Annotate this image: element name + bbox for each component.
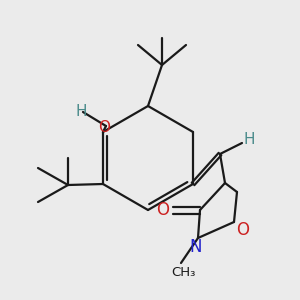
Text: O: O — [98, 119, 110, 134]
Text: N: N — [190, 238, 202, 256]
Text: CH₃: CH₃ — [171, 266, 195, 280]
Text: O: O — [157, 201, 169, 219]
Text: O: O — [236, 221, 250, 239]
Text: H: H — [243, 133, 255, 148]
Text: H: H — [75, 103, 87, 118]
